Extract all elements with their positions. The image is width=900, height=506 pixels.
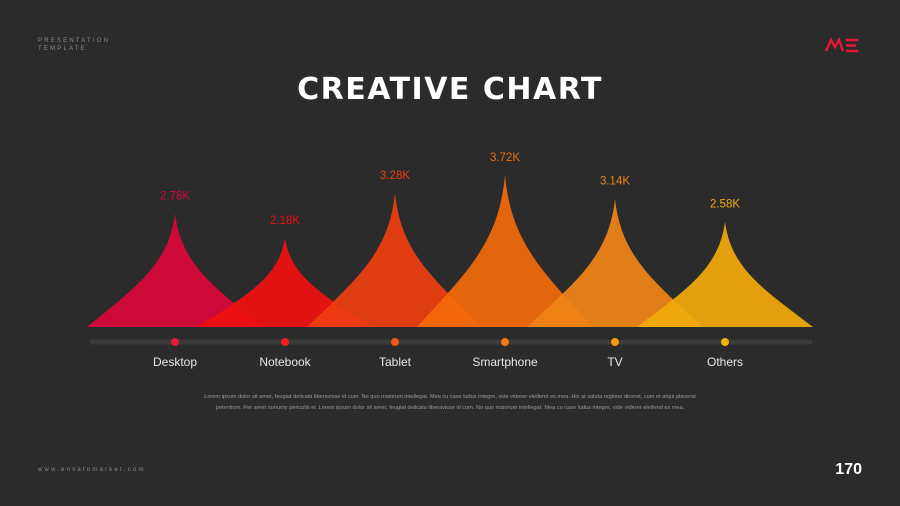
- page-title: CREATIVE CHART: [297, 72, 603, 107]
- peak-others: [637, 221, 813, 327]
- category-label: Tablet: [379, 355, 412, 369]
- peak-tv: [527, 198, 703, 327]
- category-label: TV: [607, 355, 622, 369]
- value-label: 3.14K: [600, 176, 630, 188]
- category-label: Smartphone: [472, 355, 538, 369]
- category-label: Desktop: [153, 355, 197, 369]
- description-text: Lorem ipsum dolor sit amet, feugiat deli…: [204, 394, 696, 411]
- page-number: 170: [835, 461, 862, 478]
- value-label: 3.28K: [380, 170, 410, 182]
- value-label: 2.78K: [160, 190, 190, 202]
- value-label: 3.72K: [490, 152, 520, 164]
- category-label: Notebook: [259, 355, 311, 369]
- category-marker: [171, 338, 179, 346]
- category-marker: [721, 338, 729, 346]
- category-marker: [501, 338, 509, 346]
- peak-smartphone: [417, 175, 593, 327]
- peak-notebook: [197, 237, 373, 327]
- peak-desktop: [87, 213, 263, 327]
- brand-line-1: PRESENTATION: [38, 38, 111, 44]
- me-logo-icon: [824, 37, 858, 53]
- category-label: Others: [707, 355, 743, 369]
- value-label: 2.18K: [270, 215, 300, 227]
- website-url: www.envatomarket.com: [38, 467, 146, 473]
- peak-tablet: [307, 192, 483, 327]
- category-marker: [281, 338, 289, 346]
- brand-line-2: TEMPLATE: [38, 46, 87, 52]
- category-marker: [391, 338, 399, 346]
- value-label: 2.58K: [710, 199, 740, 211]
- category-marker: [611, 338, 619, 346]
